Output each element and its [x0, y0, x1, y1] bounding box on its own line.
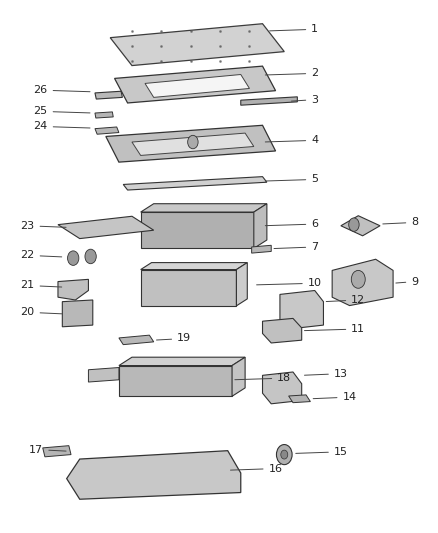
Text: 9: 9 — [396, 277, 418, 287]
Polygon shape — [145, 75, 250, 98]
Polygon shape — [232, 357, 245, 396]
Text: 14: 14 — [313, 392, 357, 402]
Polygon shape — [58, 279, 88, 300]
Polygon shape — [254, 204, 267, 248]
Circle shape — [67, 251, 79, 265]
Text: 3: 3 — [291, 95, 318, 104]
Circle shape — [351, 270, 365, 288]
Text: 20: 20 — [21, 307, 62, 317]
Text: 22: 22 — [21, 251, 62, 260]
Circle shape — [85, 249, 96, 264]
Polygon shape — [95, 127, 119, 134]
Text: 4: 4 — [265, 135, 318, 146]
Text: 25: 25 — [33, 107, 90, 116]
Polygon shape — [43, 446, 71, 457]
Text: 26: 26 — [33, 85, 90, 95]
Text: 5: 5 — [265, 174, 318, 184]
Polygon shape — [95, 112, 113, 118]
Text: 6: 6 — [265, 219, 318, 229]
Text: 21: 21 — [21, 280, 62, 290]
Polygon shape — [62, 300, 93, 327]
Circle shape — [276, 445, 292, 465]
Text: 12: 12 — [326, 295, 365, 305]
Text: 10: 10 — [257, 278, 322, 288]
Circle shape — [187, 135, 198, 149]
Polygon shape — [332, 259, 393, 305]
Polygon shape — [132, 133, 254, 156]
Polygon shape — [241, 97, 297, 105]
Polygon shape — [141, 204, 267, 212]
Text: 15: 15 — [296, 447, 348, 457]
Circle shape — [281, 450, 288, 459]
Text: 13: 13 — [304, 369, 348, 378]
Polygon shape — [95, 91, 122, 99]
Polygon shape — [106, 125, 276, 162]
Polygon shape — [119, 357, 245, 366]
Circle shape — [349, 218, 359, 231]
Polygon shape — [58, 216, 154, 239]
Text: 8: 8 — [383, 217, 418, 228]
Text: 17: 17 — [29, 445, 66, 455]
Text: 18: 18 — [235, 373, 291, 383]
Polygon shape — [141, 263, 247, 270]
Text: 7: 7 — [274, 242, 318, 252]
Polygon shape — [119, 335, 154, 345]
Text: 19: 19 — [156, 334, 191, 343]
Text: 23: 23 — [21, 221, 66, 231]
Text: 2: 2 — [265, 68, 318, 78]
Polygon shape — [119, 366, 232, 396]
Text: 16: 16 — [230, 464, 283, 473]
Polygon shape — [262, 372, 302, 404]
Polygon shape — [110, 23, 284, 66]
Polygon shape — [115, 66, 276, 103]
Polygon shape — [280, 290, 323, 329]
Polygon shape — [141, 270, 237, 306]
Polygon shape — [123, 176, 267, 190]
Polygon shape — [88, 368, 119, 382]
Polygon shape — [341, 216, 380, 236]
Polygon shape — [252, 245, 271, 253]
Polygon shape — [262, 318, 302, 343]
Polygon shape — [67, 451, 241, 499]
Polygon shape — [289, 395, 311, 403]
Text: 1: 1 — [270, 25, 318, 34]
Polygon shape — [141, 212, 254, 248]
Polygon shape — [237, 263, 247, 306]
Text: 24: 24 — [33, 122, 90, 132]
Text: 11: 11 — [304, 324, 365, 334]
